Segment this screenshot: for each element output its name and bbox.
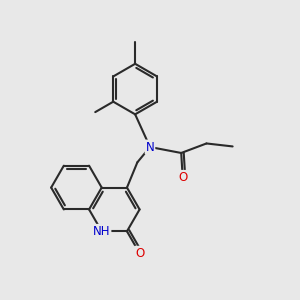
Text: N: N	[146, 140, 154, 154]
Text: NH: NH	[93, 225, 110, 238]
Text: O: O	[178, 171, 187, 184]
Text: O: O	[135, 247, 144, 260]
